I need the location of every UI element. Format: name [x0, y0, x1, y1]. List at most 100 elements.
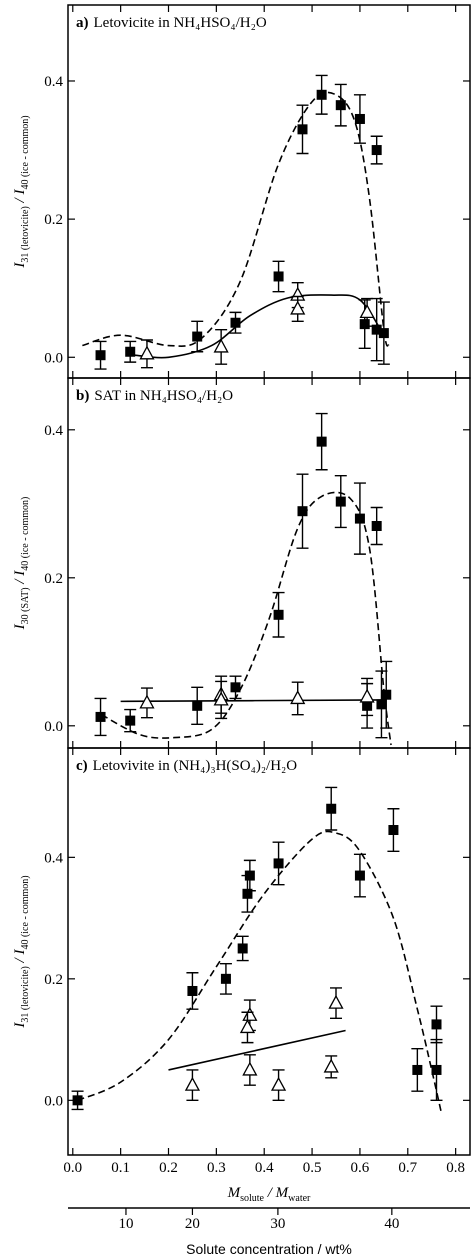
y-tick-label: 0.2 [44, 972, 63, 988]
x-tick-label: 0.3 [207, 1160, 226, 1176]
square-marker [192, 331, 203, 342]
square-marker [244, 870, 255, 881]
square-marker [412, 1064, 423, 1075]
triangle-marker [359, 688, 375, 703]
square-marker [297, 124, 308, 135]
y-axis-label-part: I [12, 262, 28, 269]
panel-title: b) SAT in NH₄HSO₄/H₂O [76, 388, 233, 404]
y-axis-label-part: / I [12, 570, 28, 588]
square-marker [378, 328, 389, 339]
y-axis-label-part: / I [12, 189, 28, 207]
y-axis-label-sub: 30 (SAT) [20, 587, 31, 624]
square-marker [371, 145, 382, 156]
x-tick-label: 0.4 [255, 1160, 274, 1176]
triangle-marker [290, 300, 306, 315]
square-marker [354, 513, 365, 524]
x-tick-label: 0.1 [111, 1160, 130, 1176]
square-marker [381, 689, 392, 700]
x-axis-label-part: / M [264, 1185, 290, 1201]
triangle-marker [290, 690, 306, 705]
square-marker [354, 113, 365, 124]
fit-curve [134, 294, 385, 359]
triangle-marker [213, 691, 229, 706]
fit-curve [101, 491, 392, 746]
square-marker [316, 436, 327, 447]
square-marker [371, 521, 382, 531]
triangle-marker [242, 1006, 258, 1021]
y-axis-label-sub: 40 (ice - common) [20, 875, 31, 949]
square-marker [95, 350, 106, 361]
x2-axis-label: Solute concentration / wt% [186, 1241, 352, 1257]
square-marker [326, 803, 337, 814]
triangle-marker [328, 994, 344, 1009]
fit-curve [82, 91, 390, 347]
x-axis-label-sub: solute [240, 1193, 264, 1204]
square-marker [431, 1064, 442, 1075]
panel-title-text: Letovicite in NH₄HSO₄/H₂O [94, 15, 267, 31]
triangle-marker [213, 338, 229, 353]
x-tick-label: 0.5 [303, 1160, 322, 1176]
x-axis-label-part: M [227, 1185, 242, 1201]
triangle-marker [139, 694, 155, 709]
y-tick-label: 0.2 [44, 212, 63, 228]
square-marker [220, 973, 231, 984]
square-marker [273, 609, 284, 620]
square-marker [192, 700, 203, 711]
y-axis-label: I31 (letovicite) / I40 (ice - common) [12, 115, 31, 268]
triangle-marker [139, 345, 155, 360]
square-marker [388, 825, 399, 836]
x-tick-label: 0.6 [351, 1160, 370, 1176]
panel-label: a) [76, 15, 89, 31]
square-marker [335, 100, 346, 111]
square-marker [230, 682, 241, 693]
y-axis-label-sub: 40 (ice - common) [20, 115, 31, 189]
square-marker [297, 506, 308, 517]
y-axis-label-part: I [12, 1022, 28, 1029]
square-marker [242, 888, 253, 899]
fit-curve [120, 699, 384, 703]
x-axis-label-sub: water [288, 1193, 311, 1204]
square-marker [431, 1019, 442, 1030]
y-axis-label-part: / I [12, 949, 28, 967]
y-tick-label: 0.0 [44, 350, 63, 366]
triangle-marker [323, 1058, 339, 1073]
y-tick-label: 0.0 [44, 719, 63, 735]
x2-tick-label: 10 [118, 1216, 133, 1232]
fit-curve [77, 830, 443, 1113]
y-axis-label-sub: 40 (ice - common) [20, 497, 31, 571]
y-tick-label: 0.2 [44, 571, 63, 587]
square-marker [371, 324, 382, 335]
y-axis-label: I31 (letovicite) / I40 (ice - common) [12, 875, 31, 1028]
triangle-marker [359, 304, 375, 319]
y-tick-label: 0.4 [44, 423, 63, 439]
triangle-marker [239, 1019, 256, 1034]
square-marker [125, 346, 136, 357]
panel-title-text: Letovivite in (NH₄)₃H(SO₄)₂/H₂O [93, 758, 298, 774]
y-axis-label-part: I [12, 623, 28, 630]
square-marker [316, 89, 327, 100]
square-marker [273, 271, 284, 282]
y-tick-label: 0.4 [44, 74, 63, 90]
square-marker [72, 1095, 83, 1106]
square-marker [230, 317, 241, 328]
panel-title: a) Letovicite in NH₄HSO₄/H₂O [76, 15, 267, 31]
triangle-marker [184, 1076, 201, 1091]
square-marker [187, 985, 198, 996]
panel-title-text: SAT in NH₄HSO₄/H₂O [94, 388, 233, 404]
y-axis-label-sub: 31 (letovicite) [20, 966, 31, 1022]
square-marker [95, 711, 106, 722]
square-marker [237, 943, 248, 954]
x-tick-label: 0.0 [63, 1160, 82, 1176]
square-marker [354, 870, 365, 881]
y-axis-label-sub: 31 (letovicite) [20, 206, 31, 262]
panel-label: b) [76, 388, 89, 404]
panel-label: c) [76, 758, 88, 774]
square-marker [376, 699, 387, 710]
plot-frame [67, 747, 471, 1156]
x-tick-label: 0.8 [446, 1160, 465, 1176]
fit-curve [168, 1029, 346, 1071]
x2-tick-label: 30 [270, 1216, 285, 1232]
x-tick-label: 0.2 [159, 1160, 178, 1176]
square-marker [359, 319, 370, 330]
